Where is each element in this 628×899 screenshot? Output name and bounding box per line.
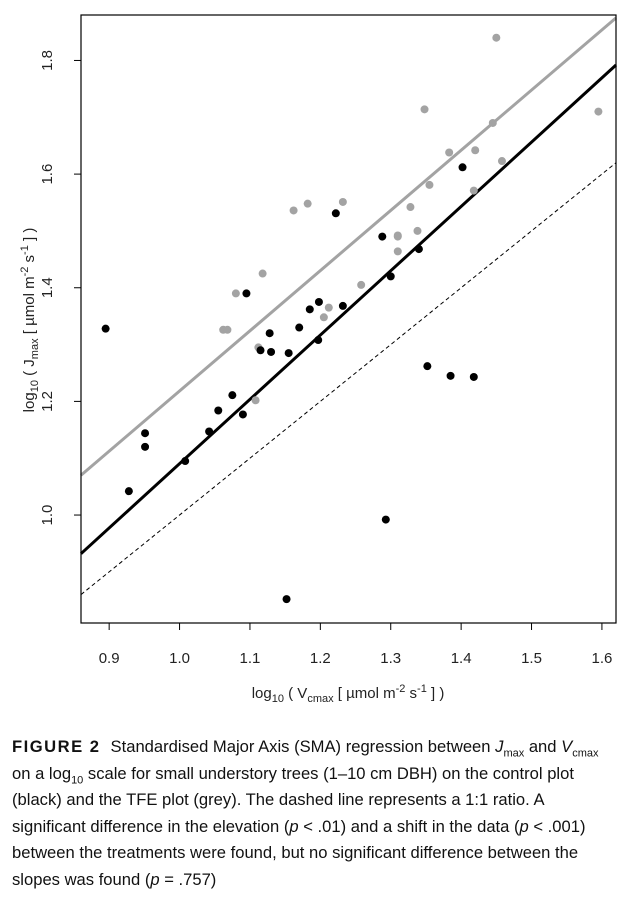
control-point bbox=[295, 323, 304, 332]
plot-frame bbox=[80, 14, 617, 624]
caption-p-symbol-2: p bbox=[519, 816, 529, 836]
control-point bbox=[141, 442, 150, 451]
x-tick-label: 1.3 bbox=[380, 650, 401, 667]
tfe-point bbox=[492, 33, 501, 42]
x-tick-label: 1.2 bbox=[310, 650, 331, 667]
caption-text-4: scale for small understory trees (1–10 c… bbox=[12, 763, 574, 836]
figure-label: FIGURE 2 bbox=[12, 737, 101, 756]
caption-vcmax-symbol: V bbox=[561, 737, 573, 756]
control-point bbox=[414, 245, 423, 254]
tfe-point bbox=[357, 280, 366, 289]
tfe-point bbox=[251, 396, 260, 405]
caption-text-1: Standardised Major Axis (SMA) regression… bbox=[110, 737, 496, 756]
control-point bbox=[256, 346, 265, 355]
control-point bbox=[458, 163, 467, 172]
x-tick-label: 1.0 bbox=[169, 650, 190, 667]
tfe-point bbox=[497, 157, 506, 166]
scatter-plot: 0.9 1.0 1.1 1.2 1.3 1.4 1.5 1.6 1.0 1.2 1.4 1.6 1.8… bbox=[19, 14, 618, 705]
control-point bbox=[265, 329, 274, 338]
caption-jmax-subscript: max bbox=[503, 747, 525, 760]
control-point bbox=[381, 515, 390, 524]
x-tick-label: 0.9 bbox=[99, 650, 120, 667]
tfe-point bbox=[413, 226, 422, 235]
x-tick-label: 1.6 bbox=[591, 650, 612, 667]
control-point bbox=[124, 487, 133, 496]
tfe-point bbox=[289, 206, 298, 215]
caption-text-5: < .01) and a shift in the data ( bbox=[298, 816, 520, 836]
x-tick-label: 1.1 bbox=[240, 650, 261, 667]
tfe-point bbox=[471, 146, 480, 155]
tfe-point bbox=[594, 107, 603, 116]
control-point bbox=[378, 232, 387, 241]
control-point bbox=[314, 336, 323, 345]
tfe-point bbox=[324, 303, 333, 312]
one-to-one-line bbox=[80, 162, 617, 595]
tfe-point bbox=[258, 269, 267, 278]
tfe-point bbox=[319, 313, 328, 322]
control-point bbox=[228, 391, 237, 400]
y-tick-label: 1.2 bbox=[39, 391, 56, 412]
caption-jmax-symbol: J bbox=[495, 737, 504, 756]
tfe-point bbox=[393, 232, 402, 241]
control-point bbox=[282, 595, 291, 604]
control-point bbox=[238, 410, 247, 419]
control-point bbox=[386, 272, 395, 281]
caption-text-7: = .757) bbox=[159, 869, 217, 889]
caption-vcmax-subscript: cmax bbox=[572, 747, 599, 760]
control-point bbox=[338, 301, 347, 310]
control-point bbox=[446, 371, 455, 380]
y-tick-label: 1.0 bbox=[39, 505, 56, 526]
tfe-point bbox=[393, 247, 402, 256]
regression-lines bbox=[79, 16, 618, 595]
tfe-point bbox=[338, 197, 347, 206]
tfe-point bbox=[231, 289, 240, 298]
caption-p-symbol-1: p bbox=[289, 816, 299, 836]
control-point bbox=[214, 406, 223, 415]
tfe-point bbox=[406, 203, 415, 212]
tfe-point bbox=[223, 325, 232, 334]
control-point bbox=[181, 457, 190, 466]
control-point bbox=[314, 297, 323, 306]
control-point bbox=[267, 347, 276, 356]
tfe-point bbox=[445, 148, 454, 157]
y-tick-label: 1.6 bbox=[39, 164, 56, 185]
control-regression-line bbox=[79, 63, 618, 555]
figure-caption: FIGURE 2 Standardised Major Axis (SMA) re… bbox=[12, 734, 617, 894]
chart-figure: 0.9 1.0 1.1 1.2 1.3 1.4 1.5 1.6 1.0 1.2 1.4 1.6 1.8… bbox=[19, 14, 618, 705]
tfe-point bbox=[303, 199, 312, 208]
control-point bbox=[141, 429, 150, 438]
tfe-point bbox=[469, 186, 478, 195]
caption-text-3: on a log bbox=[12, 763, 72, 783]
y-tick-label: 1.8 bbox=[39, 50, 56, 71]
y-axis-title: log10 ( Jmax [ µmol m-2 s-1 ] ) bbox=[19, 228, 41, 413]
control-point bbox=[469, 372, 478, 381]
control-point bbox=[423, 362, 432, 371]
x-axis-title: log10 ( Vcmax [ µmol m-2 s-1 ] ) bbox=[252, 683, 445, 705]
tfe-point bbox=[420, 105, 429, 114]
tfe-point bbox=[425, 180, 434, 189]
x-tick-label: 1.4 bbox=[451, 650, 472, 667]
caption-p-symbol-3: p bbox=[150, 869, 160, 889]
tfe-point bbox=[488, 118, 497, 127]
caption-log-subscript: 10 bbox=[71, 773, 84, 786]
x-axis-ticks: 0.9 1.0 1.1 1.2 1.3 1.4 1.5 1.6 bbox=[99, 623, 612, 667]
control-point bbox=[284, 349, 293, 358]
tfe-regression-line bbox=[80, 16, 617, 477]
control-point bbox=[101, 324, 110, 333]
caption-text-2: and bbox=[524, 737, 562, 756]
y-tick-label: 1.4 bbox=[39, 277, 56, 298]
caption-text-6: < .001) between the treatments were foun… bbox=[12, 816, 586, 889]
x-tick-label: 1.5 bbox=[521, 650, 542, 667]
control-point bbox=[331, 209, 340, 218]
control-point bbox=[305, 305, 314, 314]
y-axis-ticks: 1.0 1.2 1.4 1.6 1.8 bbox=[39, 50, 81, 525]
data-points bbox=[101, 33, 603, 604]
control-point bbox=[205, 427, 214, 436]
control-point bbox=[242, 289, 251, 298]
